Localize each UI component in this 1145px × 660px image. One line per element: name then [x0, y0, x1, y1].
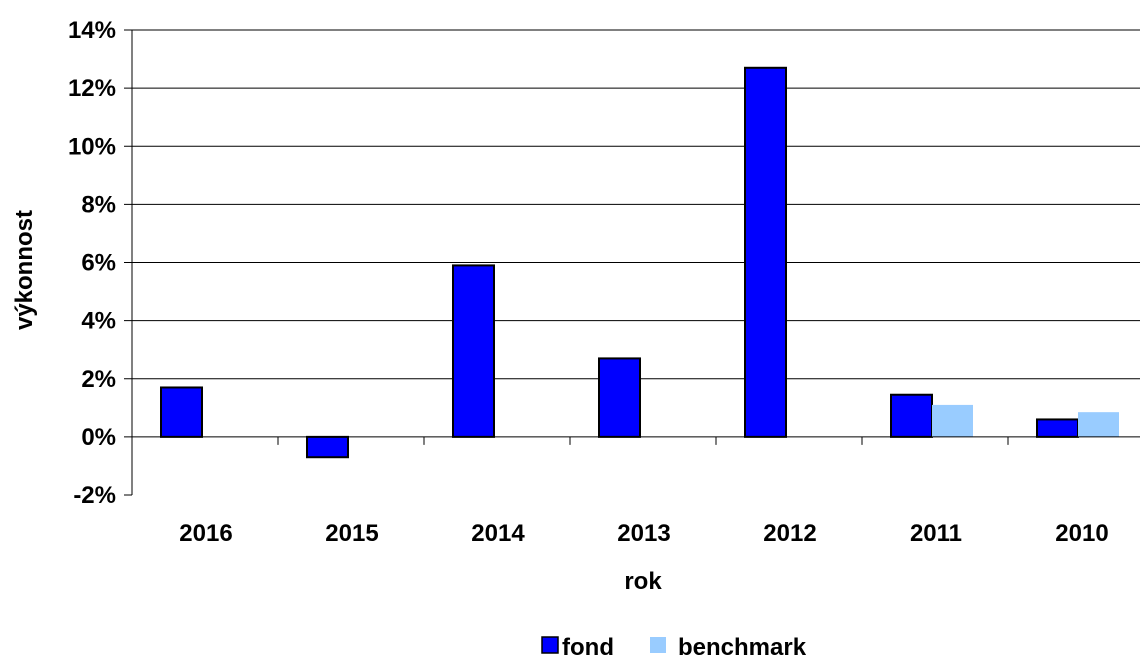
y-tick-label: 8% [81, 191, 116, 218]
y-axis-title: výkonnost [11, 210, 38, 330]
x-axis-title: rok [624, 568, 662, 595]
gridlines [132, 29, 1140, 380]
y-tick-label: 12% [68, 75, 116, 102]
x-tick-labels: 2016 2015 2014 2013 2012 2011 2010 [179, 520, 1108, 547]
bar-fond-2012 [744, 66, 787, 438]
bar-fond-2011 [890, 393, 933, 438]
y-tick-label: 0% [81, 424, 116, 451]
y-tick-label: -2% [73, 482, 116, 509]
x-tick-label: 2013 [617, 520, 670, 547]
bar-fond-2013 [598, 357, 641, 438]
bar-benchmark-2010 [1078, 412, 1119, 437]
y-tick-label: 14% [68, 17, 116, 44]
x-tick-label: 2010 [1055, 520, 1108, 547]
bar-benchmark-2011 [932, 404, 973, 437]
legend-label-benchmark: benchmark [678, 634, 807, 660]
x-tick-label: 2011 [910, 520, 962, 547]
bar-fond-2010 [1036, 418, 1079, 438]
bar-fond-2014 [452, 264, 495, 438]
x-tick-label: 2014 [471, 520, 525, 547]
bar-fond-2016 [160, 386, 203, 438]
y-tick-label: 6% [81, 250, 116, 277]
x-tick-label: 2016 [179, 520, 232, 547]
x-tick-label: 2015 [325, 520, 378, 547]
y-tick-label: 2% [81, 366, 116, 393]
legend: fond benchmark [541, 634, 807, 660]
x-tick-label: 2012 [763, 520, 816, 547]
axes [124, 29, 1140, 496]
legend-swatch-fond [541, 636, 559, 654]
y-tick-label: 4% [81, 308, 116, 335]
legend-swatch-benchmark [650, 637, 666, 653]
y-tick-label: 10% [68, 133, 116, 160]
legend-label-fond: fond [562, 634, 614, 660]
bar-fond-2015 [306, 435, 349, 459]
y-tick-labels: -2% 0% 2% 4% 6% 8% 10% 12% 14% [68, 17, 116, 509]
